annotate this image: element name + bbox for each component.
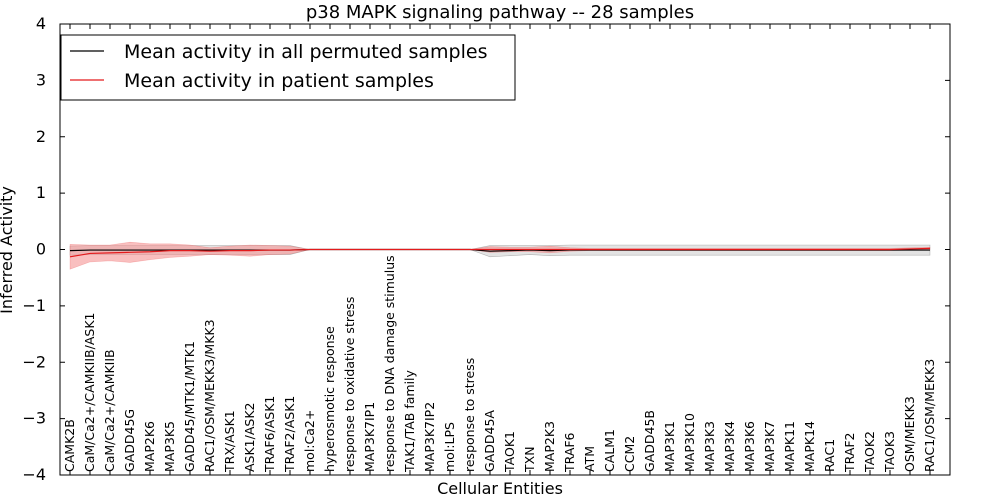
- x-tick-label: ATM: [582, 446, 597, 472]
- series-lines: [69, 247, 931, 258]
- y-tick-label: 4: [36, 14, 46, 33]
- y-tick-label: 3: [36, 70, 46, 89]
- x-tick-label: hyperosmotic response: [322, 326, 337, 472]
- x-tick-label: RAC1/OSM/MEKK3/MKK3: [202, 319, 217, 472]
- x-tick-label: RAC1/OSM/MEKK3: [922, 359, 937, 472]
- x-tick-label: CaM/Ca2+/CAMKIIB/ASK1: [82, 313, 97, 472]
- x-tick-label: MAP3K3: [702, 421, 717, 472]
- x-tick-label: CCM2: [622, 436, 637, 472]
- x-tick-label: TAK1/TAB family: [402, 369, 417, 473]
- x-tick-label: TAOK3: [882, 431, 897, 473]
- y-tick-label: −3: [22, 409, 46, 428]
- x-tick-label: response to oxidative stress: [342, 297, 357, 472]
- legend-label-permuted: Mean activity in all permuted samples: [124, 41, 487, 63]
- x-tick-label: RAC1: [822, 439, 837, 472]
- y-axis-label: Inferred Activity: [0, 186, 16, 314]
- x-tick-label: CaM/Ca2+/CAMKIIB: [102, 349, 117, 472]
- y-tick-label: 0: [36, 240, 46, 259]
- x-tick-label: GADD45A: [482, 410, 497, 472]
- chart-title: p38 MAPK signaling pathway -- 28 samples: [306, 2, 694, 23]
- x-tick-label: MAP2K6: [142, 421, 157, 472]
- x-tick-label: mol:LPS: [442, 422, 457, 472]
- x-tick-label: TRAF2: [842, 432, 857, 473]
- x-tick-label: MAP3K7IP1: [362, 402, 377, 472]
- y-tick-label: −1: [22, 296, 46, 315]
- y-tick-label: −2: [22, 352, 46, 371]
- x-tick-label: mol:Ca2+: [302, 410, 317, 472]
- x-tick-label: MAP3K10: [682, 413, 697, 472]
- x-tick-label: TRAF2/ASK1: [282, 396, 297, 473]
- legend-label-patient: Mean activity in patient samples: [124, 70, 434, 92]
- x-tick-label: TRX/ASK1: [222, 410, 237, 473]
- x-axis-label: Cellular Entities: [437, 479, 563, 498]
- x-tick-label: CALM1: [602, 429, 617, 472]
- x-tick-label: MAP3K4: [722, 421, 737, 472]
- x-axis: CAMK2B CaM/Ca2+/CAMKIIB/ASK1 CaM/Ca2+/CAMK…: [62, 24, 937, 475]
- x-tick-label: ASK1/ASK2: [242, 403, 257, 472]
- plot-frame: [59, 23, 951, 476]
- x-tick-label: response to stress: [462, 358, 477, 472]
- x-tick-label: TRAF6/ASK1: [262, 396, 277, 473]
- x-tick-label: MAP3K7IP2: [422, 402, 437, 472]
- x-tick-label: MAP3K6: [742, 421, 757, 472]
- x-tick-label: OSM/MEKK3: [902, 396, 917, 472]
- legend-box: [60, 34, 516, 101]
- legend: Mean activity in all permuted samples Me…: [60, 34, 516, 101]
- x-tick-label: GADD45B: [642, 410, 657, 472]
- x-tick-label: MAPK14: [802, 421, 817, 472]
- y-tick-label: 1: [36, 183, 46, 202]
- x-tick-label: MAPK11: [782, 421, 797, 472]
- x-tick-label: TAOK2: [862, 431, 877, 473]
- y-tick-label: 2: [36, 127, 46, 146]
- x-tick-label: GADD45/MTK1/MTK1: [182, 341, 197, 472]
- x-tick-label: MAP3K1: [662, 421, 677, 472]
- x-tick-label: response to DNA damage stimulus: [382, 255, 397, 472]
- x-tick-label: TAOK1: [502, 431, 517, 473]
- x-tick-label: TXN: [522, 446, 537, 473]
- y-tick-label: −4: [22, 465, 46, 484]
- line-patient: [69, 247, 931, 258]
- x-tick-label: MAP2K3: [542, 421, 557, 472]
- x-tick-label: MAP3K7: [762, 421, 777, 472]
- x-tick-label: CAMK2B: [62, 419, 77, 472]
- x-tick-label: MAP3K5: [162, 421, 177, 472]
- x-tick-label: GADD45G: [122, 409, 137, 472]
- x-tick-label: TRAF6: [562, 432, 577, 473]
